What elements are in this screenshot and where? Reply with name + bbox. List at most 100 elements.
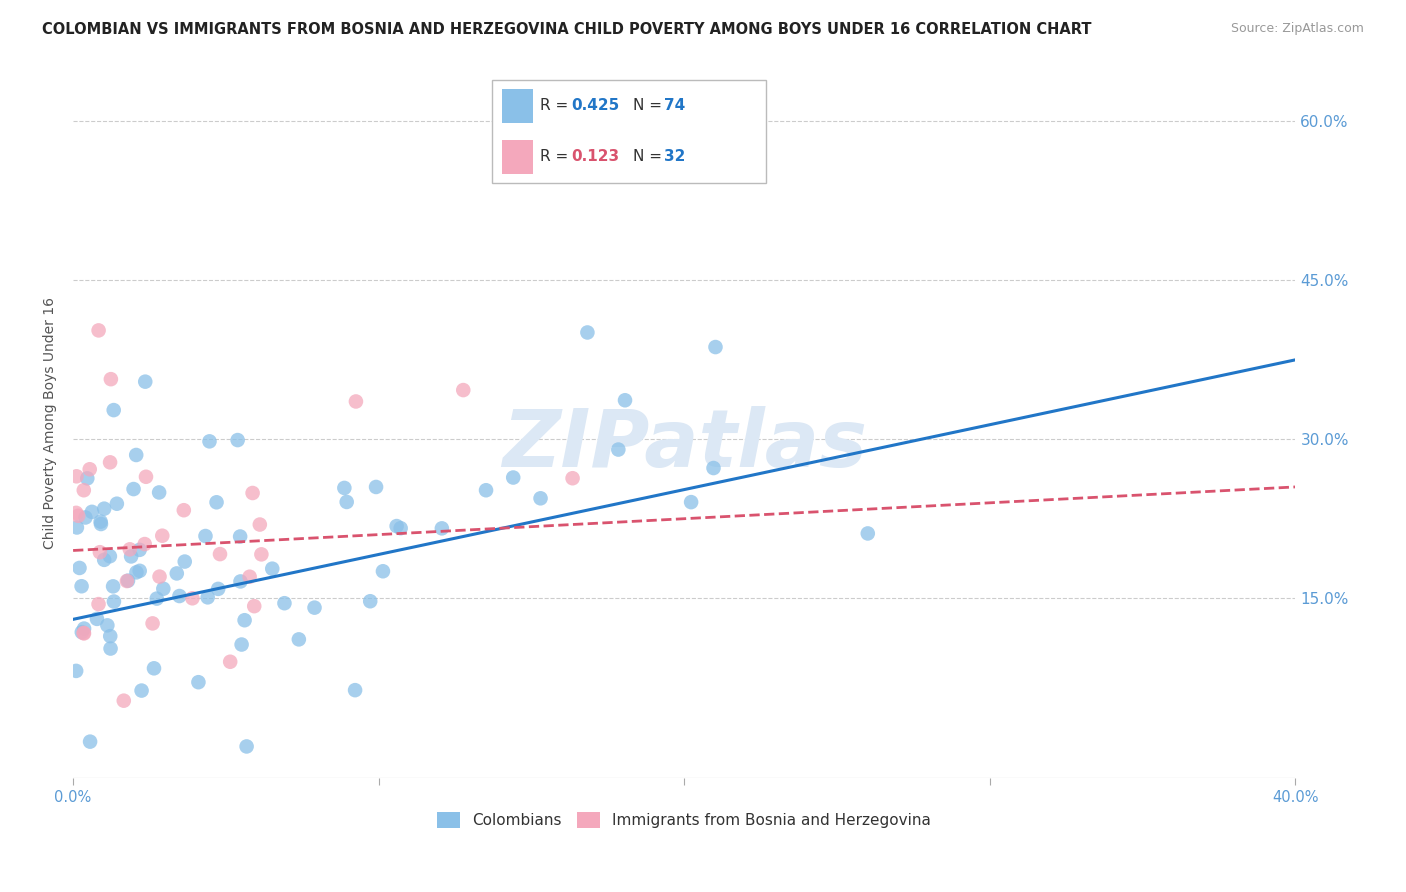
Point	[475, 483, 498, 498]
Point	[250, 547, 273, 561]
Point	[72, 626, 94, 640]
Point	[856, 526, 879, 541]
Point	[704, 340, 727, 354]
Text: Source: ZipAtlas.com: Source: ZipAtlas.com	[1230, 22, 1364, 36]
Point	[529, 491, 551, 506]
Point	[702, 461, 724, 475]
Point	[86, 612, 108, 626]
Point	[242, 486, 264, 500]
Point	[148, 569, 170, 583]
Point	[98, 629, 121, 643]
Point	[208, 547, 231, 561]
Point	[100, 641, 122, 656]
Point	[336, 495, 359, 509]
Text: COLOMBIAN VS IMMIGRANTS FROM BOSNIA AND HERZEGOVINA CHILD POVERTY AMONG BOYS UND: COLOMBIAN VS IMMIGRANTS FROM BOSNIA AND …	[42, 22, 1091, 37]
Point	[359, 594, 381, 608]
Point	[103, 594, 125, 608]
Point	[502, 470, 524, 484]
Point	[128, 564, 150, 578]
Point	[205, 495, 228, 509]
Point	[197, 591, 219, 605]
Point	[96, 618, 118, 632]
Point	[681, 495, 703, 509]
Point	[125, 448, 148, 462]
Point	[79, 734, 101, 748]
Point	[67, 508, 90, 523]
Point	[194, 529, 217, 543]
Point	[134, 375, 156, 389]
Text: R =: R =	[540, 98, 574, 112]
Point	[229, 574, 252, 589]
Point	[98, 455, 121, 469]
Point	[207, 582, 229, 596]
Point	[76, 471, 98, 485]
Point	[173, 503, 195, 517]
Point	[142, 616, 165, 631]
Text: 74: 74	[664, 98, 685, 112]
Point	[90, 516, 112, 531]
Point	[122, 482, 145, 496]
Point	[173, 555, 195, 569]
Point	[288, 632, 311, 647]
Point	[389, 521, 412, 535]
Point	[187, 675, 209, 690]
Point	[93, 553, 115, 567]
Text: N =: N =	[633, 149, 666, 163]
Point	[66, 520, 89, 534]
Point	[333, 481, 356, 495]
Point	[169, 589, 191, 603]
Point	[103, 403, 125, 417]
Point	[430, 521, 453, 535]
Point	[79, 462, 101, 476]
Point	[148, 485, 170, 500]
Point	[89, 545, 111, 559]
Point	[385, 519, 408, 533]
Point	[152, 582, 174, 596]
Point	[233, 613, 256, 627]
Point	[117, 574, 139, 588]
Point	[229, 529, 252, 543]
Point	[134, 537, 156, 551]
Point	[181, 591, 204, 606]
Text: 0.123: 0.123	[571, 149, 619, 163]
Point	[73, 622, 96, 636]
Point	[235, 739, 257, 754]
Point	[344, 394, 367, 409]
Point	[65, 664, 87, 678]
Point	[80, 505, 103, 519]
Point	[243, 599, 266, 614]
Point	[273, 596, 295, 610]
Point	[231, 638, 253, 652]
Point	[364, 480, 387, 494]
Point	[70, 579, 93, 593]
Point	[371, 564, 394, 578]
Point	[304, 600, 326, 615]
Point	[73, 483, 96, 498]
Point	[70, 625, 93, 640]
Point	[90, 515, 112, 529]
Point	[65, 469, 87, 483]
Point	[118, 542, 141, 557]
Point	[98, 549, 121, 564]
Point	[226, 433, 249, 447]
Point	[614, 393, 637, 408]
Point	[561, 471, 583, 485]
Point	[87, 323, 110, 337]
Text: N =: N =	[633, 98, 666, 112]
Point	[143, 661, 166, 675]
Point	[115, 574, 138, 588]
Point	[344, 683, 367, 698]
Point	[219, 655, 242, 669]
Point	[131, 683, 153, 698]
Point	[101, 579, 124, 593]
Point	[451, 383, 474, 397]
Point	[150, 529, 173, 543]
Point	[145, 591, 167, 606]
Point	[100, 372, 122, 386]
Point	[75, 510, 97, 524]
Text: 32: 32	[664, 149, 685, 163]
Point	[87, 597, 110, 611]
Point	[65, 506, 87, 520]
Point	[239, 570, 262, 584]
Point	[128, 542, 150, 557]
